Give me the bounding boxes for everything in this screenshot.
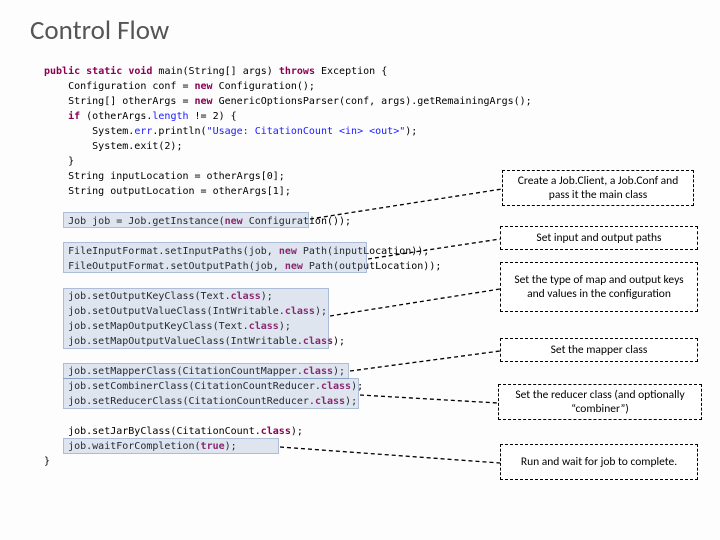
annotation-connector: [350, 350, 502, 372]
annotation-connector: [330, 288, 502, 317]
annotation-connector: [310, 188, 504, 220]
annotation-box: Create a Job.Client, a Job.Conf and pass…: [502, 170, 694, 206]
annotation-connector: [368, 238, 502, 260]
code-block: public static void main(String[] args) t…: [44, 64, 532, 469]
annotation-box: Set the mapper class: [500, 338, 698, 362]
page-title: Control Flow: [30, 14, 169, 47]
annotation-box: Set the reducer class (and optionally “c…: [498, 384, 702, 420]
annotation-box: Set input and output paths: [500, 226, 698, 250]
annotation-box: Set the type of map and output keys and …: [500, 262, 698, 312]
annotation-connector: [280, 446, 502, 464]
annotation-connector: [360, 394, 500, 404]
annotation-box: Run and wait for job to complete.: [500, 444, 698, 480]
